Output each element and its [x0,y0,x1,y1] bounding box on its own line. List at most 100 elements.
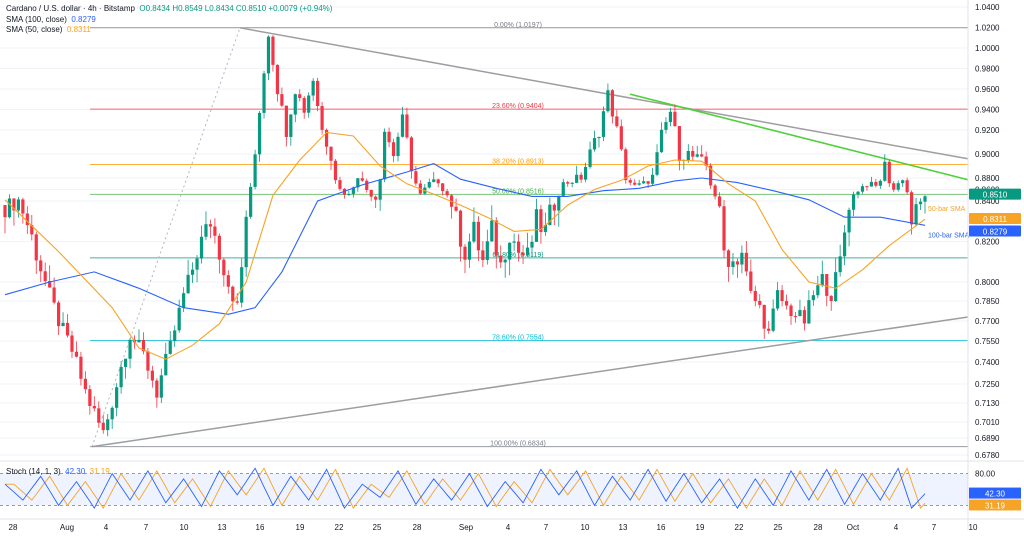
candle-body [65,322,70,336]
sma100-line [4,163,926,315]
candle-body [168,340,172,354]
candle-body [878,180,882,186]
date-tick-label: 28 [413,523,422,532]
candle-body [793,316,798,318]
price-tick-label: 0.7550 [975,337,1000,346]
candle-body [910,192,914,225]
candle-body [905,180,909,193]
candle-body [155,380,159,398]
candle-body [43,271,47,282]
candle-body [338,180,342,189]
sma50-value: 0.8311 [66,25,91,34]
candle-body [262,73,266,113]
stoch-label: Stoch (14, 1, 3) [6,467,61,476]
date-tick-label: 22 [735,523,744,532]
candle-body [624,149,628,181]
candle-body [516,241,521,253]
price-tick-label: 0.9800 [975,65,1000,74]
candle-body [396,136,400,157]
candle-body [311,80,315,96]
candle-body [856,191,860,195]
candle-body [213,226,217,236]
price-tick-label: 1.0200 [975,24,1000,33]
candle-body [543,224,547,232]
candle-body [369,189,373,197]
candle-body [427,182,431,188]
date-tick-label: 10 [969,523,978,532]
candle-body [820,274,824,286]
fib-level-label: 38.20% (0.8913) [492,158,544,165]
candle-body [146,351,150,371]
candle-body [432,179,436,183]
stoch-badge-label: 42.30 [985,490,1006,499]
candle-body [606,90,610,112]
candle-body [16,199,20,211]
price-tick-label: 0.7130 [975,399,1000,408]
candle-body [485,241,489,260]
candle-body [436,179,440,184]
candle-body [628,180,632,183]
candle-body [717,196,722,207]
fib-level-label: 50.00% (0.8516) [492,188,544,195]
date-axis: 28 Aug 4 7 10 13 16 19 22 25 28 Sep 4 7 10 13 16 19 22 25 28… [0,518,1024,532]
candle-body [110,407,114,420]
candle-body [217,235,221,260]
candle-body [789,305,793,317]
candle-body [383,131,387,180]
candle-body [52,287,56,303]
candle-body [240,267,244,303]
candle-body [21,199,25,214]
candle-body [329,146,333,161]
date-tick-label: 4 [894,523,899,532]
candle-body [481,250,485,260]
date-tick-label: 25 [774,523,783,532]
candle-body [780,290,784,302]
candle-body [490,220,494,242]
candle-body [753,290,757,301]
candle-body [182,293,186,308]
candle-body [552,204,556,211]
candle-body [677,126,681,161]
candle-body [115,387,119,408]
date-tick-label: 13 [619,523,628,532]
date-tick-label: 7 [144,523,149,532]
candle-body [762,304,766,329]
candle-body [307,95,311,113]
candle-body [592,138,597,150]
moving-averages: 50-bar SMA 100-bar SMA [4,131,970,360]
price-axis: 1.0400 1.0200 1.0000 0.9800 0.9600 0.9400 0.92… [967,0,1021,530]
price-tick-label: 0.9400 [975,106,1000,115]
stoch-d-line [5,467,926,509]
candle-body [816,285,820,296]
fib-level-label: 23.60% (0.9404) [492,103,544,110]
candle-body [275,64,280,95]
sma50-line [4,131,926,360]
fib-level-label: 61.80% (0.8119) [492,252,543,259]
candle-body [476,221,480,251]
candle-body [266,36,271,74]
candle-body [851,194,856,210]
candle-body [316,80,320,107]
candle-body [391,142,396,157]
candle-body [150,370,154,381]
candle-body [615,116,619,127]
stoch-tick-label: 80.00 [975,470,996,479]
sma100-annotation: 100-bar SMA [928,232,970,239]
candle-body [499,255,503,263]
candle-body [566,182,570,184]
candle-body [668,111,673,123]
candle-body [208,224,213,227]
stoch-k-value: 42.30 [65,467,86,476]
price-tick-label: 0.9600 [975,85,1000,94]
candle-body [249,186,253,217]
candle-body [619,126,623,150]
ohlc-values: O0.8434 H0.8549 L0.8434 C0.8510 +0.0079 … [139,4,333,13]
date-tick-label: 19 [296,523,305,532]
candle-body [119,366,123,388]
candle-body [918,201,923,205]
candle-body [101,422,105,431]
candle-body [512,241,516,243]
candle-body [686,150,690,161]
candle-body [695,154,699,157]
